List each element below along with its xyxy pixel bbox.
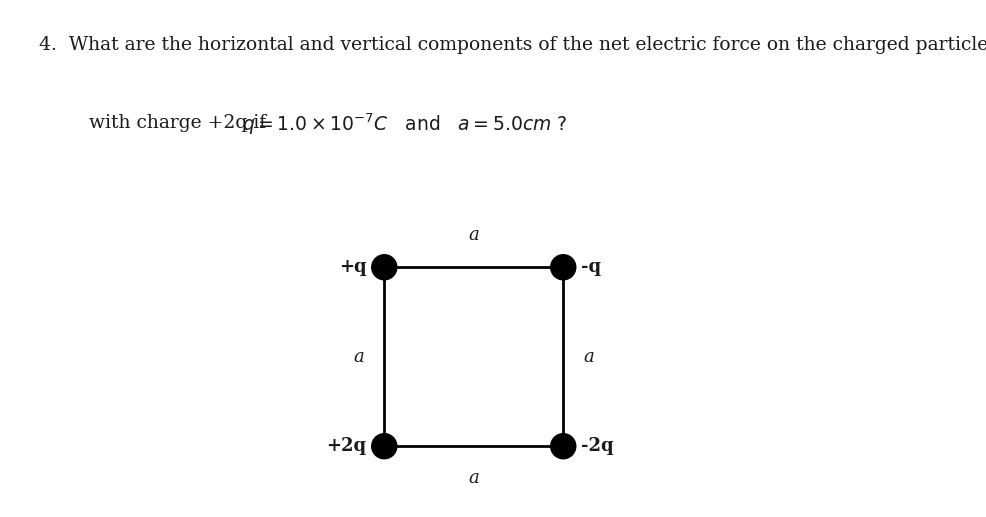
Circle shape [372,434,396,459]
Text: $q = 1.0 \times 10^{-7}C$   and   $a = 5.0cm$ ?: $q = 1.0 \times 10^{-7}C$ and $a = 5.0cm… [242,111,567,136]
Text: a: a [354,348,364,366]
Text: +2q: +2q [326,437,366,455]
Text: +q: +q [338,258,366,276]
Circle shape [372,255,396,280]
Text: with charge +2q if: with charge +2q if [89,114,272,132]
Text: -2q: -2q [581,437,613,455]
Text: a: a [583,348,593,366]
Text: 4.  What are the horizontal and vertical components of the net electric force on: 4. What are the horizontal and vertical … [39,36,986,54]
Text: a: a [468,469,478,488]
Text: a: a [468,226,478,244]
Circle shape [550,255,575,280]
Text: -q: -q [581,258,600,276]
Circle shape [550,434,575,459]
